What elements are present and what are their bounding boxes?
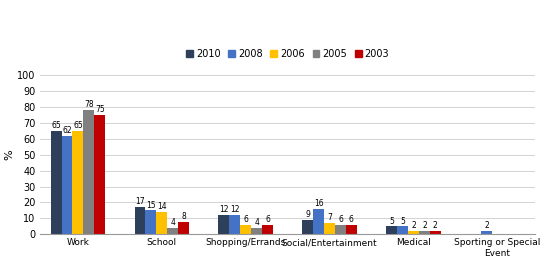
Text: 16: 16 [314,199,323,208]
Text: 62: 62 [62,126,72,135]
Bar [156,212,167,234]
Text: 65: 65 [73,121,83,130]
Bar [346,225,357,234]
Text: 12: 12 [219,205,229,214]
Text: 6: 6 [243,215,248,224]
Bar [302,220,313,234]
Text: 78: 78 [84,100,94,109]
Text: 6: 6 [265,215,270,224]
Bar [94,115,105,234]
Bar [218,215,229,234]
Bar [84,110,94,234]
Bar [430,231,441,234]
Text: 5: 5 [389,216,394,226]
Bar [62,136,73,234]
Bar [240,225,251,234]
Text: 2: 2 [484,221,489,230]
Text: 65: 65 [51,121,61,130]
Bar [135,207,145,234]
Text: 7: 7 [327,213,332,222]
Bar [262,225,273,234]
Y-axis label: %: % [4,149,14,160]
Text: 5: 5 [400,216,405,226]
Bar [314,209,324,234]
Text: 2: 2 [433,221,438,230]
Text: 4: 4 [254,218,259,227]
Bar [419,231,430,234]
Bar [397,226,408,234]
Bar [386,226,397,234]
Bar [167,228,178,234]
Text: 12: 12 [230,205,240,214]
Text: 17: 17 [135,198,145,206]
Bar [335,225,346,234]
Bar [324,223,335,234]
Text: 2: 2 [411,221,416,230]
Text: 6: 6 [338,215,343,224]
Text: 8: 8 [182,212,186,221]
Text: 75: 75 [95,105,104,114]
Bar [51,131,62,234]
Text: 14: 14 [157,202,167,211]
Bar [481,231,492,234]
Text: 4: 4 [170,218,175,227]
Bar [178,222,189,234]
Bar [73,131,84,234]
Bar [251,228,262,234]
Text: 6: 6 [349,215,354,224]
Text: 9: 9 [305,210,310,219]
Bar [229,215,240,234]
Bar [145,210,156,234]
Bar [408,231,419,234]
Text: 15: 15 [146,201,156,210]
Legend: 2010, 2008, 2006, 2005, 2003: 2010, 2008, 2006, 2005, 2003 [182,45,393,63]
Text: 2: 2 [422,221,427,230]
